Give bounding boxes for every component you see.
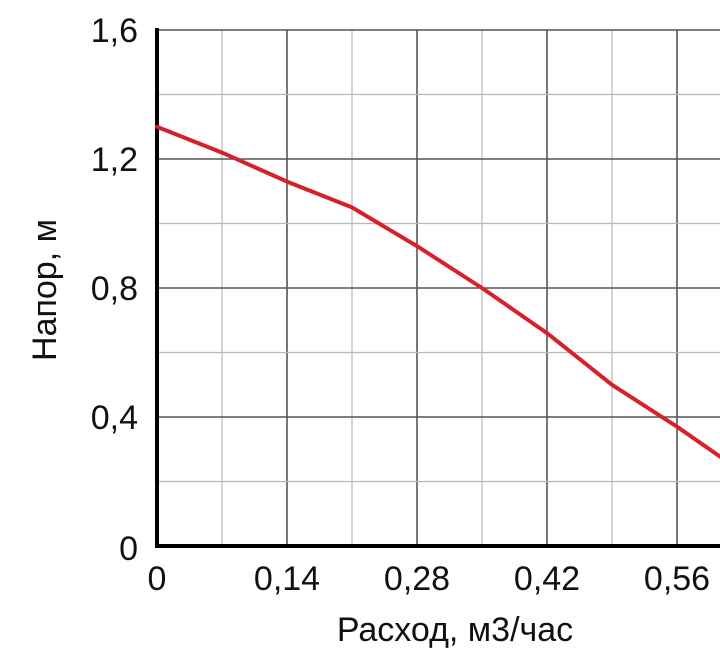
y-tick-label: 1,6 xyxy=(91,12,138,50)
axes xyxy=(155,28,720,548)
y-axis-label: Напор, м xyxy=(26,219,64,361)
y-tick-labels: 0 0,4 0,8 1,2 1,6 xyxy=(91,12,138,568)
x-tick-label: 0 xyxy=(148,560,167,598)
x-tick-label: 0,56 xyxy=(644,560,710,598)
x-tick-label: 0,42 xyxy=(514,560,580,598)
x-tick-labels: 0 0,14 0,28 0,42 0,56 xyxy=(148,560,711,598)
x-tick-label: 0,28 xyxy=(384,560,450,598)
y-tick-label: 1,2 xyxy=(91,141,138,179)
series-line-1 xyxy=(155,124,720,460)
y-tick-label: 0 xyxy=(119,530,138,568)
y-tick-label: 0,8 xyxy=(91,270,138,308)
grid xyxy=(157,29,720,546)
series-layer xyxy=(155,124,720,460)
x-tick-label: 0,14 xyxy=(254,560,320,598)
x-axis-label: Расход, м3/час xyxy=(337,611,573,648)
y-tick-label: 0,4 xyxy=(91,399,138,437)
